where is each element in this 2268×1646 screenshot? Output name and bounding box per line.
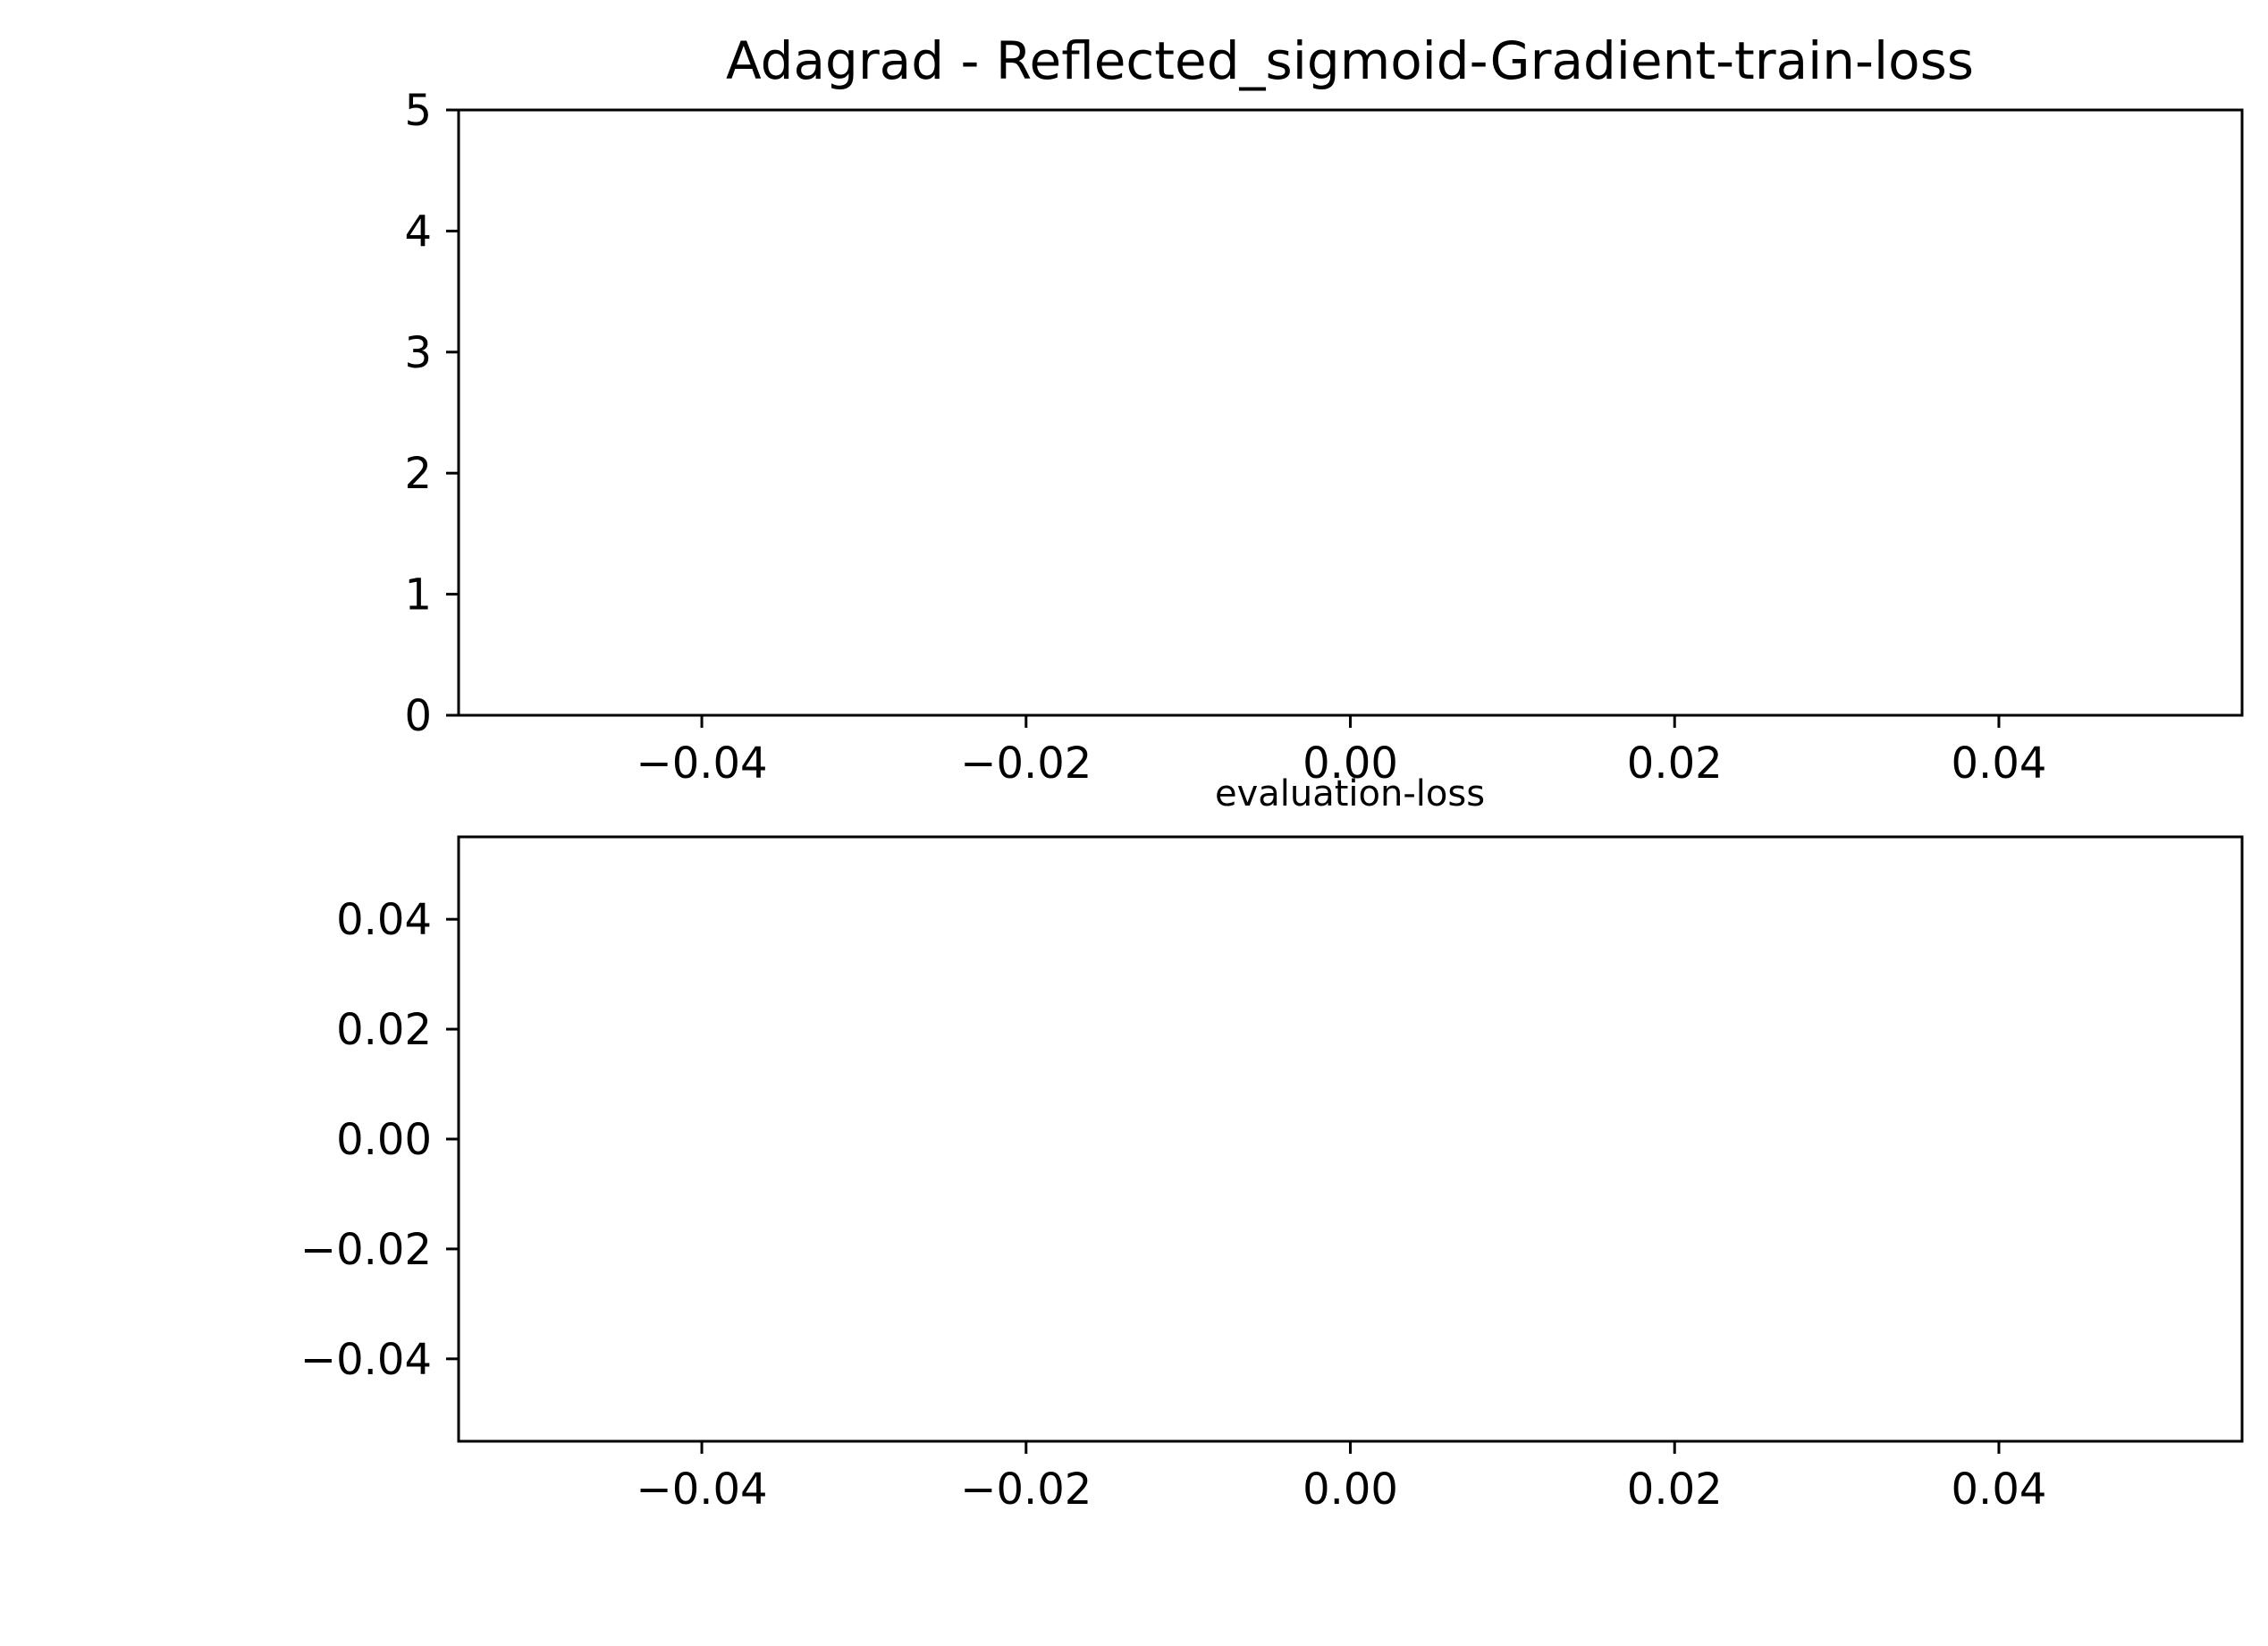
evaluation-loss-x-tick-label: −0.02 xyxy=(960,1465,1092,1515)
evaluation-loss-y-tick-label: 0.00 xyxy=(336,1115,432,1165)
evaluation-loss-x-tick-label: 0.02 xyxy=(1627,1465,1723,1515)
train-loss-x-tick-label: −0.04 xyxy=(636,739,767,789)
evaluation-loss-x-axis: −0.04 −0.02 0.00 0.02 0.04 xyxy=(636,1441,2046,1515)
train-loss-title: Adagrad - Reflected_sigmoid-Gradient-tra… xyxy=(726,30,1974,91)
train-loss-y-tick-label: 4 xyxy=(404,207,432,257)
evaluation-loss-x-tick-label: 0.04 xyxy=(1952,1465,2047,1515)
evaluation-loss-y-tick-label: −0.02 xyxy=(300,1225,432,1275)
train-loss-x-tick-label: 0.00 xyxy=(1303,739,1398,789)
evaluation-loss-x-tick-label: 0.00 xyxy=(1303,1465,1398,1515)
train-loss-y-tick-label: 5 xyxy=(404,86,432,136)
train-loss-x-tick-label: −0.02 xyxy=(960,739,1092,789)
train-loss-x-tick-label: 0.02 xyxy=(1627,739,1723,789)
evaluation-loss-y-tick-label: 0.02 xyxy=(336,1005,432,1055)
train-loss-y-tick-label: 1 xyxy=(404,570,432,620)
evaluation-loss-y-tick-label: −0.04 xyxy=(300,1335,432,1385)
train-loss-y-tick-label: 3 xyxy=(404,328,432,378)
train-loss-y-tick-label: 0 xyxy=(404,691,432,741)
evaluation-loss-subplot: evaluation-loss −0.04 −0.02 0.00 0.02 0.04 −… xyxy=(300,773,2244,1515)
evaluation-loss-y-tick-label: 0.04 xyxy=(336,895,432,945)
train-loss-x-tick-label: 0.04 xyxy=(1952,739,2047,789)
evaluation-loss-x-tick-label: −0.04 xyxy=(636,1465,767,1515)
evaluation-loss-y-axis: −0.04 −0.02 0.00 0.02 0.04 xyxy=(300,895,459,1385)
evaluation-loss-title: evaluation-loss xyxy=(1215,773,1485,815)
train-loss-subplot: Adagrad - Reflected_sigmoid-Gradient-tra… xyxy=(404,30,2244,789)
train-loss-x-axis: −0.04 −0.02 0.00 0.02 0.04 xyxy=(636,715,2046,789)
train-loss-y-tick-label: 2 xyxy=(404,449,432,499)
train-loss-y-axis: 0 1 2 3 4 5 xyxy=(404,86,459,741)
